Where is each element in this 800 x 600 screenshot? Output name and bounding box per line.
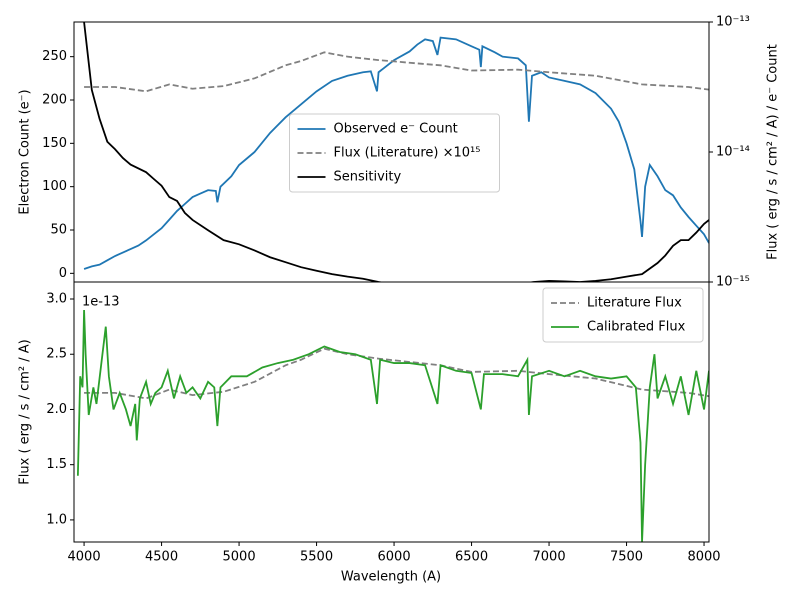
x-tick-label: 4000 (68, 550, 101, 565)
y-tick-label: 2.5 (46, 347, 67, 362)
y-tick-label: 2.0 (46, 402, 67, 417)
legend-box (289, 113, 500, 193)
legend-label: Observed e⁻ Count (334, 122, 458, 137)
legend-label: Sensitivity (334, 170, 402, 185)
y-tick-label: 50 (50, 223, 67, 238)
x-axis-label: Wavelength (A) (341, 570, 441, 585)
series-line (84, 51, 709, 93)
x-tick-label: 7500 (610, 550, 643, 565)
y-tick-label: 150 (42, 136, 67, 151)
x-tick-label: 4500 (145, 550, 178, 565)
series-line (84, 347, 709, 400)
y-tick-label: 3.0 (46, 292, 67, 307)
offset-label: 1e-13 (82, 295, 120, 310)
y-tick-label: 1.0 (46, 512, 67, 527)
series-line (83, 22, 709, 282)
legend-box (542, 287, 704, 343)
x-tick-label: 6000 (378, 550, 411, 565)
x-tick-label: 6500 (455, 550, 488, 565)
series-line (76, 310, 709, 542)
y-tick-label: 1.5 (46, 457, 67, 472)
y-tick-label: 250 (42, 49, 67, 64)
legend-label: Literature Flux (587, 296, 682, 311)
y-tick-label: 100 (42, 179, 67, 194)
plot-frame (73, 281, 710, 543)
series-line (83, 36, 709, 270)
y-tick-label: 200 (42, 93, 67, 108)
y-tick-label: 0 (59, 266, 67, 281)
y-axis-label: Flux ( erg / s / cm² / A) (18, 339, 33, 484)
y2-tick-label: 10⁻¹⁴ (716, 145, 750, 160)
legend-label: Calibrated Flux (587, 320, 686, 335)
y-axis-label: Electron Count (e⁻) (18, 89, 33, 214)
x-tick-label: 7000 (533, 550, 566, 565)
x-tick-label: 5000 (223, 550, 256, 565)
plot-area (83, 22, 709, 282)
y2-axis-label: Flux ( erg / s / cm² / A) / e⁻ Count (766, 44, 781, 260)
y2-tick-label: 10⁻¹⁵ (716, 275, 750, 290)
x-tick-label: 8000 (687, 550, 720, 565)
y2-tick-label: 10⁻¹³ (716, 15, 750, 30)
plot-area (76, 310, 709, 542)
legend-label: Flux (Literature) ×10¹⁵ (334, 146, 481, 161)
x-tick-label: 5500 (300, 550, 333, 565)
